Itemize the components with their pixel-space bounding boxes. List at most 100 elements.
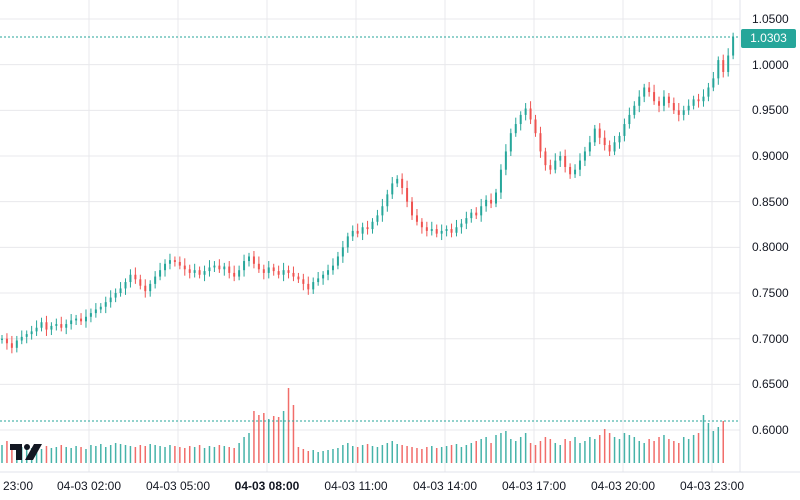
candle-body [470, 212, 473, 219]
x-tick-label: 04-03 05:00 [145, 479, 211, 493]
candle-body [490, 199, 493, 204]
candle-body [109, 297, 112, 303]
volume-bar [55, 447, 58, 463]
candle-body [376, 215, 379, 222]
candle-body [346, 236, 349, 248]
volume-bar [203, 448, 206, 463]
volume-bar [233, 448, 235, 463]
volume-bar [198, 445, 201, 463]
candle-body [499, 169, 502, 193]
volume-bar [564, 439, 566, 463]
candle-body [267, 267, 270, 273]
candle-body [411, 201, 414, 216]
volume-bar [371, 446, 374, 463]
candle-body [114, 293, 117, 298]
volume-bar [396, 444, 398, 463]
candle-body [213, 265, 216, 268]
candle-body [633, 105, 636, 115]
volume-bar [129, 446, 132, 463]
candle-body [524, 108, 527, 115]
volume-bar [277, 417, 280, 463]
candle-body [104, 302, 107, 307]
y-tick-label: 1.0500 [752, 12, 789, 26]
candle-body [287, 270, 290, 273]
candle-body [366, 227, 369, 230]
candle-body [317, 278, 320, 283]
volume-bar [164, 447, 166, 463]
volume-bar [332, 449, 334, 463]
candle-body [569, 166, 572, 175]
candle-body [233, 272, 236, 277]
volume-bar [648, 439, 650, 463]
volume-bar [11, 448, 13, 463]
volume-bar [337, 448, 339, 463]
candle-body [248, 256, 250, 262]
volume-bar [445, 446, 448, 463]
volume-bar [95, 446, 97, 463]
y-tick-label: 0.8000 [752, 240, 789, 255]
candle-body [193, 270, 196, 273]
candle-body [75, 318, 78, 321]
candle-body [559, 156, 562, 161]
candle-body [707, 87, 710, 97]
candle-body [336, 256, 339, 266]
candle-body [732, 37, 735, 56]
volume-bar [460, 447, 463, 463]
candle-body [15, 340, 18, 348]
volume-bar [692, 435, 695, 463]
candle-body [509, 133, 512, 152]
volume-bar [717, 427, 720, 463]
candle-body [638, 96, 641, 106]
volume-bar [302, 449, 305, 463]
volume-bar [475, 441, 477, 463]
volume-bar [549, 439, 552, 463]
volume-bar [218, 445, 221, 463]
candle-body [70, 320, 73, 325]
volume-bar [712, 431, 715, 463]
volume-bar [515, 441, 517, 463]
volume-bar [539, 441, 542, 463]
candle-body [80, 318, 83, 322]
volume-bar [184, 448, 186, 463]
candle-body [406, 187, 409, 202]
candle-body [485, 199, 488, 207]
volume-bar [603, 429, 606, 463]
candle-body [727, 55, 730, 72]
candle-body [40, 322, 43, 328]
candle-body [514, 124, 517, 134]
candle-body [50, 325, 53, 330]
volume-bar [524, 433, 527, 463]
volume-bar [268, 419, 270, 463]
candle-body [396, 178, 399, 184]
volume-bar [455, 444, 458, 463]
volume-bar [678, 443, 680, 463]
volume-bar [480, 439, 482, 463]
candle-body [653, 92, 656, 102]
candle-body [223, 266, 226, 270]
volume-bar [287, 388, 290, 463]
volume-bar [505, 431, 507, 463]
volume-bar [50, 448, 53, 463]
volume-bar [356, 447, 359, 463]
candle-body [475, 212, 478, 216]
candle-body [351, 230, 354, 237]
candle-body [682, 110, 685, 115]
candle-body [164, 263, 167, 271]
candle-body [262, 269, 265, 273]
candle-body [455, 227, 458, 233]
candle-body [712, 78, 715, 88]
volume-bar [386, 443, 389, 463]
candle-body [465, 218, 468, 224]
volume-bar [169, 445, 171, 463]
volume-bar [500, 433, 502, 463]
candle-body [282, 270, 285, 275]
candle-body [84, 316, 87, 322]
candle-body [5, 338, 8, 344]
volume-bar [100, 444, 102, 463]
candle-body [544, 151, 547, 166]
x-tick-label: 04-03 11:00 [324, 479, 388, 493]
tradingview-logo-icon [10, 444, 42, 460]
volume-bar [470, 443, 473, 463]
